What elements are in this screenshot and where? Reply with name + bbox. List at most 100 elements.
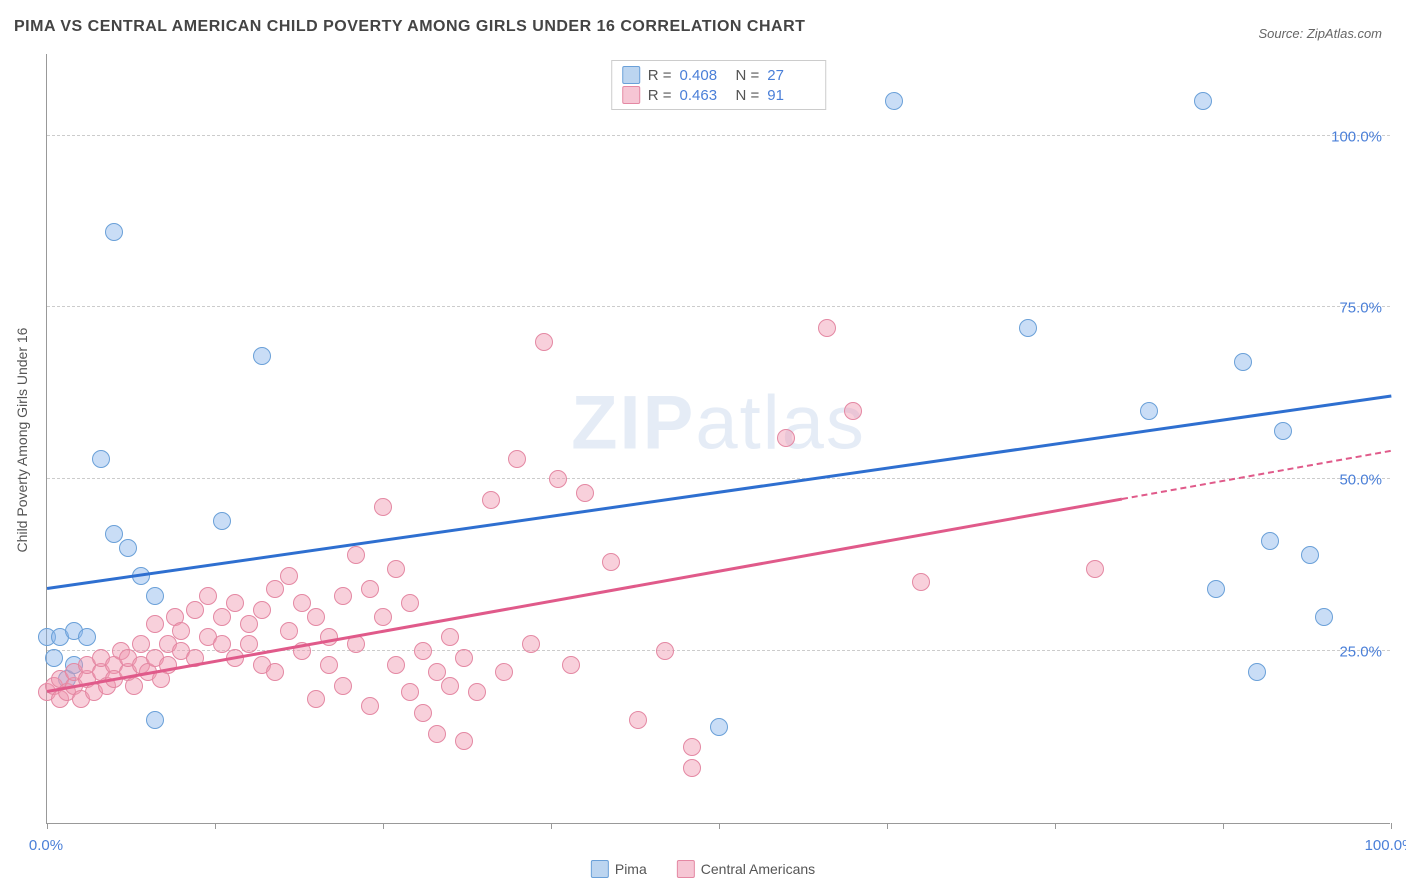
- data-point: [1194, 92, 1212, 110]
- data-point: [374, 608, 392, 626]
- data-point: [562, 656, 580, 674]
- data-point: [361, 580, 379, 598]
- data-point: [172, 622, 190, 640]
- data-point: [576, 484, 594, 502]
- data-point: [307, 608, 325, 626]
- r-label: R =: [648, 67, 672, 84]
- xtick: [1055, 823, 1056, 829]
- data-point: [683, 759, 701, 777]
- ytick-label: 100.0%: [1331, 128, 1382, 145]
- n-label: N =: [736, 87, 760, 104]
- data-point: [266, 580, 284, 598]
- chart-title: PIMA VS CENTRAL AMERICAN CHILD POVERTY A…: [14, 18, 805, 36]
- data-point: [414, 704, 432, 722]
- ytick-label: 50.0%: [1339, 472, 1382, 489]
- swatch-central: [622, 86, 640, 104]
- data-point: [1274, 422, 1292, 440]
- legend-swatch: [677, 860, 695, 878]
- legend-item: Central Americans: [677, 860, 815, 878]
- data-point: [280, 567, 298, 585]
- gridline: [47, 478, 1390, 479]
- data-point: [266, 663, 284, 681]
- data-point: [818, 319, 836, 337]
- data-point: [213, 512, 231, 530]
- data-point: [468, 683, 486, 701]
- data-point: [1261, 532, 1279, 550]
- data-point: [455, 732, 473, 750]
- data-point: [912, 573, 930, 591]
- data-point: [495, 663, 513, 681]
- n-label: N =: [736, 67, 760, 84]
- legend-label: Central Americans: [701, 861, 815, 877]
- xtick: [1391, 823, 1392, 829]
- data-point: [683, 738, 701, 756]
- source-label: Source: ZipAtlas.com: [1258, 26, 1382, 41]
- r-value-central: 0.463: [680, 87, 728, 104]
- xtick: [215, 823, 216, 829]
- xtick-label: 0.0%: [29, 837, 63, 854]
- data-point: [401, 594, 419, 612]
- data-point: [1315, 608, 1333, 626]
- data-point: [347, 546, 365, 564]
- data-point: [656, 642, 674, 660]
- stats-row-central: R = 0.463 N = 91: [622, 85, 816, 105]
- data-point: [1248, 663, 1266, 681]
- y-axis-label: Child Poverty Among Girls Under 16: [14, 328, 30, 553]
- data-point: [441, 677, 459, 695]
- data-point: [629, 711, 647, 729]
- stats-legend: R = 0.408 N = 27 R = 0.463 N = 91: [611, 60, 827, 110]
- data-point: [146, 615, 164, 633]
- data-point: [119, 539, 137, 557]
- data-point: [508, 450, 526, 468]
- data-point: [334, 677, 352, 695]
- ytick-label: 75.0%: [1339, 300, 1382, 317]
- data-point: [1140, 402, 1158, 420]
- data-point: [441, 628, 459, 646]
- watermark: ZIPatlas: [571, 380, 866, 467]
- xtick-label: 100.0%: [1365, 837, 1406, 854]
- data-point: [428, 725, 446, 743]
- legend-label: Pima: [615, 861, 647, 877]
- data-point: [45, 649, 63, 667]
- data-point: [334, 587, 352, 605]
- swatch-pima: [622, 66, 640, 84]
- data-point: [455, 649, 473, 667]
- data-point: [146, 711, 164, 729]
- data-point: [240, 635, 258, 653]
- data-point: [1019, 319, 1037, 337]
- data-point: [602, 553, 620, 571]
- xtick: [887, 823, 888, 829]
- xtick: [383, 823, 384, 829]
- data-point: [885, 92, 903, 110]
- data-point: [240, 615, 258, 633]
- n-value-central: 91: [767, 87, 815, 104]
- data-point: [92, 450, 110, 468]
- data-point: [844, 402, 862, 420]
- data-point: [535, 333, 553, 351]
- r-label: R =: [648, 87, 672, 104]
- data-point: [549, 470, 567, 488]
- trendline: [47, 394, 1391, 589]
- data-point: [482, 491, 500, 509]
- data-point: [361, 697, 379, 715]
- r-value-pima: 0.408: [680, 67, 728, 84]
- data-point: [253, 601, 271, 619]
- gridline: [47, 135, 1390, 136]
- data-point: [522, 635, 540, 653]
- data-point: [1207, 580, 1225, 598]
- data-point: [307, 690, 325, 708]
- xtick: [1223, 823, 1224, 829]
- ytick-label: 25.0%: [1339, 644, 1382, 661]
- data-point: [186, 601, 204, 619]
- data-point: [777, 429, 795, 447]
- data-point: [280, 622, 298, 640]
- data-point: [401, 683, 419, 701]
- data-point: [226, 594, 244, 612]
- data-point: [125, 677, 143, 695]
- data-point: [1301, 546, 1319, 564]
- data-point: [374, 498, 392, 516]
- legend-swatch: [591, 860, 609, 878]
- data-point: [105, 223, 123, 241]
- data-point: [320, 656, 338, 674]
- n-value-pima: 27: [767, 67, 815, 84]
